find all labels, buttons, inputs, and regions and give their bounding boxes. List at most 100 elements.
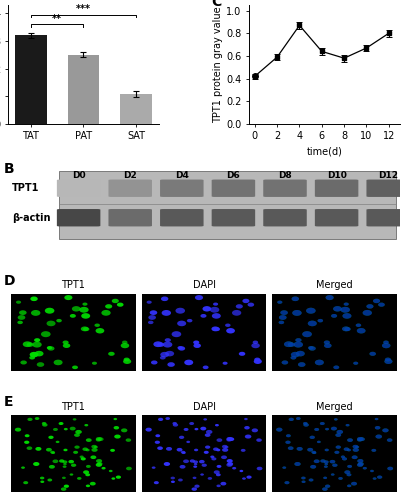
Ellipse shape	[96, 328, 104, 334]
Ellipse shape	[156, 434, 160, 437]
Ellipse shape	[335, 434, 341, 437]
Ellipse shape	[331, 426, 337, 430]
Ellipse shape	[276, 428, 282, 432]
Bar	[67, 54, 99, 124]
Ellipse shape	[359, 438, 365, 441]
Ellipse shape	[375, 418, 379, 420]
Ellipse shape	[48, 436, 54, 439]
Ellipse shape	[227, 459, 233, 463]
Ellipse shape	[382, 428, 389, 432]
Ellipse shape	[292, 296, 299, 301]
Ellipse shape	[347, 474, 351, 476]
Ellipse shape	[315, 360, 324, 365]
Ellipse shape	[311, 451, 316, 454]
Ellipse shape	[314, 460, 320, 463]
Ellipse shape	[24, 440, 29, 444]
FancyBboxPatch shape	[57, 209, 100, 226]
Ellipse shape	[50, 451, 55, 454]
Ellipse shape	[344, 470, 350, 474]
Ellipse shape	[73, 418, 76, 420]
Ellipse shape	[212, 313, 221, 318]
Ellipse shape	[171, 480, 175, 483]
Ellipse shape	[344, 448, 349, 451]
Ellipse shape	[330, 460, 335, 464]
Ellipse shape	[363, 467, 367, 469]
Ellipse shape	[325, 428, 329, 430]
Ellipse shape	[297, 447, 303, 450]
Ellipse shape	[324, 463, 328, 465]
Ellipse shape	[335, 451, 339, 454]
Ellipse shape	[387, 438, 392, 442]
Ellipse shape	[324, 344, 332, 348]
Ellipse shape	[320, 460, 326, 462]
Ellipse shape	[293, 342, 303, 347]
Ellipse shape	[167, 362, 175, 367]
Text: DAPI: DAPI	[193, 402, 215, 411]
Ellipse shape	[356, 324, 361, 327]
Ellipse shape	[64, 295, 72, 300]
Ellipse shape	[16, 300, 21, 304]
Ellipse shape	[301, 476, 305, 480]
Ellipse shape	[97, 462, 103, 466]
Ellipse shape	[254, 359, 262, 364]
Bar	[272, 415, 397, 492]
FancyBboxPatch shape	[263, 180, 307, 197]
Ellipse shape	[54, 360, 63, 365]
Ellipse shape	[296, 351, 305, 356]
Ellipse shape	[277, 300, 282, 304]
Ellipse shape	[222, 448, 228, 452]
Ellipse shape	[377, 476, 382, 479]
Ellipse shape	[80, 456, 84, 458]
Ellipse shape	[382, 428, 389, 432]
Ellipse shape	[42, 423, 48, 426]
Ellipse shape	[23, 342, 32, 347]
Ellipse shape	[161, 296, 168, 301]
Ellipse shape	[291, 352, 300, 358]
Ellipse shape	[297, 447, 303, 450]
Ellipse shape	[288, 446, 294, 450]
Ellipse shape	[331, 474, 335, 476]
Ellipse shape	[72, 366, 78, 369]
Ellipse shape	[371, 449, 376, 452]
Ellipse shape	[312, 452, 316, 454]
Ellipse shape	[53, 428, 58, 431]
Ellipse shape	[351, 456, 358, 459]
Ellipse shape	[351, 482, 357, 486]
Ellipse shape	[337, 430, 343, 434]
Ellipse shape	[225, 324, 231, 327]
Ellipse shape	[86, 448, 90, 452]
Ellipse shape	[285, 440, 290, 444]
Ellipse shape	[96, 463, 102, 467]
Ellipse shape	[221, 482, 226, 486]
Ellipse shape	[228, 438, 234, 441]
Ellipse shape	[75, 430, 82, 434]
Ellipse shape	[325, 428, 329, 430]
Ellipse shape	[324, 460, 328, 464]
Ellipse shape	[83, 327, 89, 331]
Ellipse shape	[284, 342, 293, 347]
Ellipse shape	[370, 470, 374, 472]
Ellipse shape	[359, 438, 365, 441]
Ellipse shape	[282, 466, 286, 469]
Ellipse shape	[25, 434, 29, 437]
Ellipse shape	[68, 460, 74, 464]
Ellipse shape	[347, 448, 351, 452]
Ellipse shape	[194, 484, 200, 488]
Ellipse shape	[227, 462, 233, 466]
Ellipse shape	[308, 346, 314, 350]
Ellipse shape	[331, 314, 337, 318]
Text: D2: D2	[123, 170, 137, 179]
Ellipse shape	[356, 324, 361, 327]
Ellipse shape	[357, 328, 366, 334]
Ellipse shape	[241, 449, 246, 452]
Ellipse shape	[357, 463, 363, 467]
Ellipse shape	[292, 296, 299, 301]
Ellipse shape	[331, 426, 337, 430]
Ellipse shape	[326, 295, 334, 300]
Ellipse shape	[323, 476, 327, 479]
Text: TPT1: TPT1	[12, 183, 39, 193]
Ellipse shape	[334, 418, 338, 420]
Ellipse shape	[308, 346, 314, 350]
Ellipse shape	[284, 342, 293, 347]
Ellipse shape	[353, 362, 358, 365]
